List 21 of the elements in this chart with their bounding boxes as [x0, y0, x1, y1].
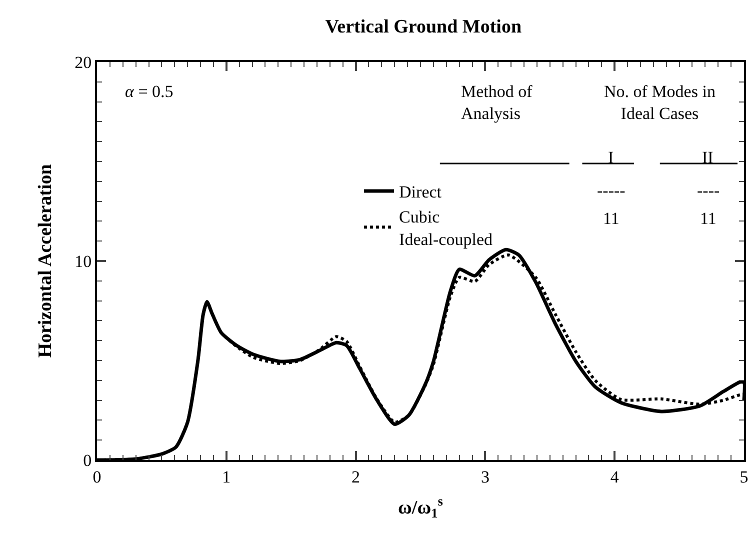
annotation: ----: [697, 181, 720, 200]
annotation: II: [702, 148, 714, 167]
annotation: 11: [700, 209, 716, 228]
annotation: I: [608, 148, 614, 167]
y-tick-label: 20: [74, 52, 92, 72]
x-tick-label: 5: [740, 467, 748, 486]
chart-title: Vertical Ground Motion: [325, 16, 522, 38]
y-tick-label: 10: [74, 252, 92, 271]
annotation: α = 0.5: [125, 82, 174, 101]
annotation: -----: [597, 181, 626, 200]
annotation: No. of Modes in Ideal Cases: [604, 82, 716, 124]
annotation: 11: [603, 209, 620, 228]
annotation: Method of Analysis: [461, 82, 533, 124]
x-tick-label: 3: [480, 467, 490, 486]
x-tick-label: 4: [610, 467, 620, 486]
x-tick-label: 2: [352, 467, 360, 486]
x-tick-label: 1: [222, 467, 231, 486]
legend-label: Cubic Ideal-coupled: [399, 208, 493, 249]
y-tick-label: 0: [83, 450, 92, 470]
legend-label: Direct: [399, 182, 442, 202]
y-axis-title: Horizontal Acceleration: [34, 164, 56, 358]
